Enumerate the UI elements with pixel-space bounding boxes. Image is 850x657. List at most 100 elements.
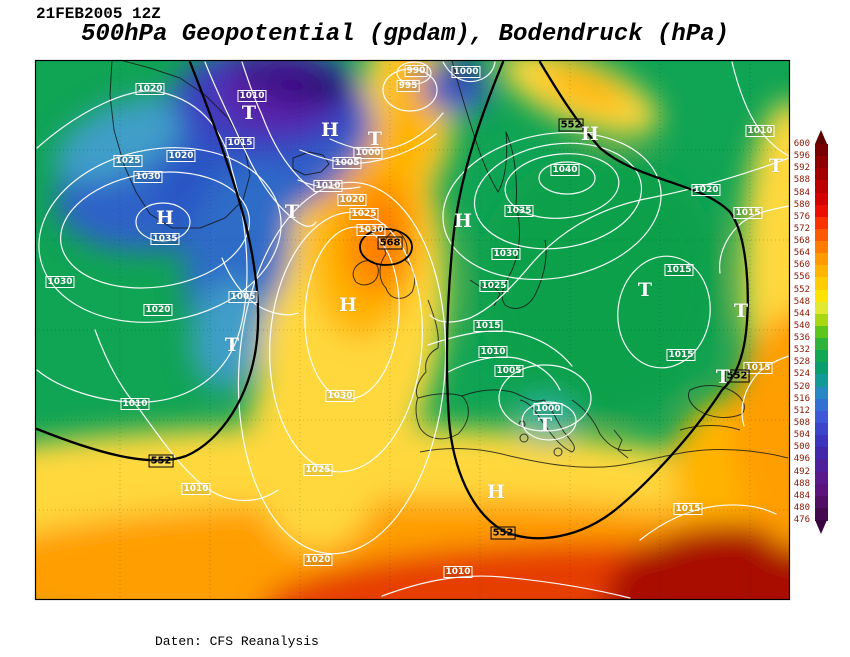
legend-value: 588	[793, 175, 810, 186]
legend-color-segment	[815, 435, 828, 448]
map-border	[34, 59, 791, 601]
isobar-lines	[36, 61, 790, 599]
ellipse-graphic	[521, 401, 577, 441]
legend-color-segment	[815, 144, 828, 157]
ellipse-graphic	[538, 161, 596, 195]
ellipse-graphic	[382, 68, 438, 112]
legend-color-segment	[815, 265, 828, 278]
path-graphic	[429, 157, 790, 323]
path-graphic	[241, 61, 317, 193]
path-graphic	[415, 299, 469, 440]
path-graphic	[297, 179, 361, 190]
legend-value: 540	[793, 320, 810, 331]
legend-value: 524	[793, 369, 810, 380]
path-graphic	[419, 448, 789, 468]
path-graphic	[613, 429, 629, 459]
legend-color-segment	[815, 459, 828, 472]
path-graphic	[447, 356, 561, 391]
legend-value: 476	[793, 515, 810, 526]
path-graphic	[35, 60, 260, 462]
ellipse-graphic	[237, 181, 447, 555]
ellipse-graphic	[732, 311, 790, 549]
legend-color-segment	[815, 410, 828, 424]
ellipse-graphic	[617, 255, 711, 369]
legend-value: 508	[793, 417, 810, 428]
path-graphic	[445, 60, 749, 540]
legend-arrow-down	[815, 520, 827, 534]
legend-color-segment	[815, 180, 828, 193]
ellipse-graphic	[310, 73, 350, 103]
legend-values: 600 596 592 588 584 580 576 572 568 564 560 556 552 5…	[780, 139, 810, 530]
ellipse-graphic	[248, 330, 388, 550]
ellipse-graphic	[442, 131, 662, 281]
legend-value: 596	[793, 151, 810, 162]
legend-value: 576	[793, 211, 810, 222]
coastlines	[109, 60, 789, 468]
legend-value: 560	[793, 260, 810, 271]
ellipse-graphic	[475, 150, 725, 420]
legend-value: 488	[793, 478, 810, 489]
legend-color-segment	[815, 204, 828, 218]
ellipse-graphic	[473, 142, 643, 250]
path-graphic	[469, 279, 501, 307]
path-graphic	[451, 60, 547, 309]
path-graphic	[329, 112, 444, 151]
legend-value: 584	[793, 187, 810, 198]
legend-color-segment	[815, 313, 828, 327]
legend-color-segment	[815, 289, 828, 303]
legend-value: 484	[793, 490, 810, 501]
legend-value: 500	[793, 442, 810, 453]
path-graphic	[94, 329, 279, 502]
legend-color-segment	[815, 507, 828, 521]
ellipse-graphic	[135, 202, 191, 242]
path-graphic	[299, 133, 437, 164]
map-clip-group	[35, 60, 790, 600]
legend-color-segment	[815, 447, 828, 460]
legend-color-segment	[815, 253, 828, 266]
ellipse-graphic	[191, 280, 265, 390]
legend-value: 544	[793, 308, 810, 319]
legend-color-segment	[815, 228, 828, 242]
legend-arrow-up	[815, 130, 827, 144]
legend-color-segment	[815, 325, 828, 339]
datetime-label: 21FEB2005 12Z	[36, 5, 161, 23]
legend-value: 536	[793, 333, 810, 344]
footer-credits: Daten: CFS Reanalysis (C) Wetterzentrale…	[155, 604, 319, 657]
legend-color-segment	[815, 192, 828, 206]
legend-value: 504	[793, 430, 810, 441]
legend-value: 556	[793, 272, 810, 283]
legend-color-segment	[815, 398, 828, 412]
path-graphic	[731, 61, 790, 157]
legend-value: 528	[793, 357, 810, 368]
legend-color-segment	[815, 483, 828, 497]
legend-value: 564	[793, 248, 810, 259]
ellipse-graphic	[38, 147, 282, 323]
legend-value: 492	[793, 466, 810, 477]
ellipse-graphic	[498, 364, 592, 432]
page-title: 500hPa Geopotential (gpdam), Bodendruck …	[80, 21, 730, 48]
legend-color-segment	[815, 156, 828, 169]
legend-bar	[815, 130, 828, 534]
legend-value: 548	[793, 296, 810, 307]
legend-value: 572	[793, 223, 810, 234]
legend-value: 520	[793, 381, 810, 392]
path-graphic	[571, 399, 633, 451]
footer-line-data-source: Daten: CFS Reanalysis	[155, 634, 319, 649]
legend-value: 592	[793, 163, 810, 174]
legend-value: 568	[793, 236, 810, 247]
path-graphic	[292, 151, 330, 176]
legend-color-segment	[815, 471, 828, 485]
ellipse-graphic	[59, 171, 251, 289]
geopotential-color-field	[35, 60, 790, 600]
legend-color-segment	[815, 277, 828, 291]
circle-graphic	[553, 447, 563, 457]
legend-value: 580	[793, 199, 810, 210]
path-graphic	[461, 389, 575, 453]
geopotential-contours	[35, 60, 749, 540]
legend-value: 480	[793, 502, 810, 513]
legend-value: 552	[793, 284, 810, 295]
path-graphic	[36, 90, 248, 403]
legend-color-segment	[815, 386, 828, 400]
